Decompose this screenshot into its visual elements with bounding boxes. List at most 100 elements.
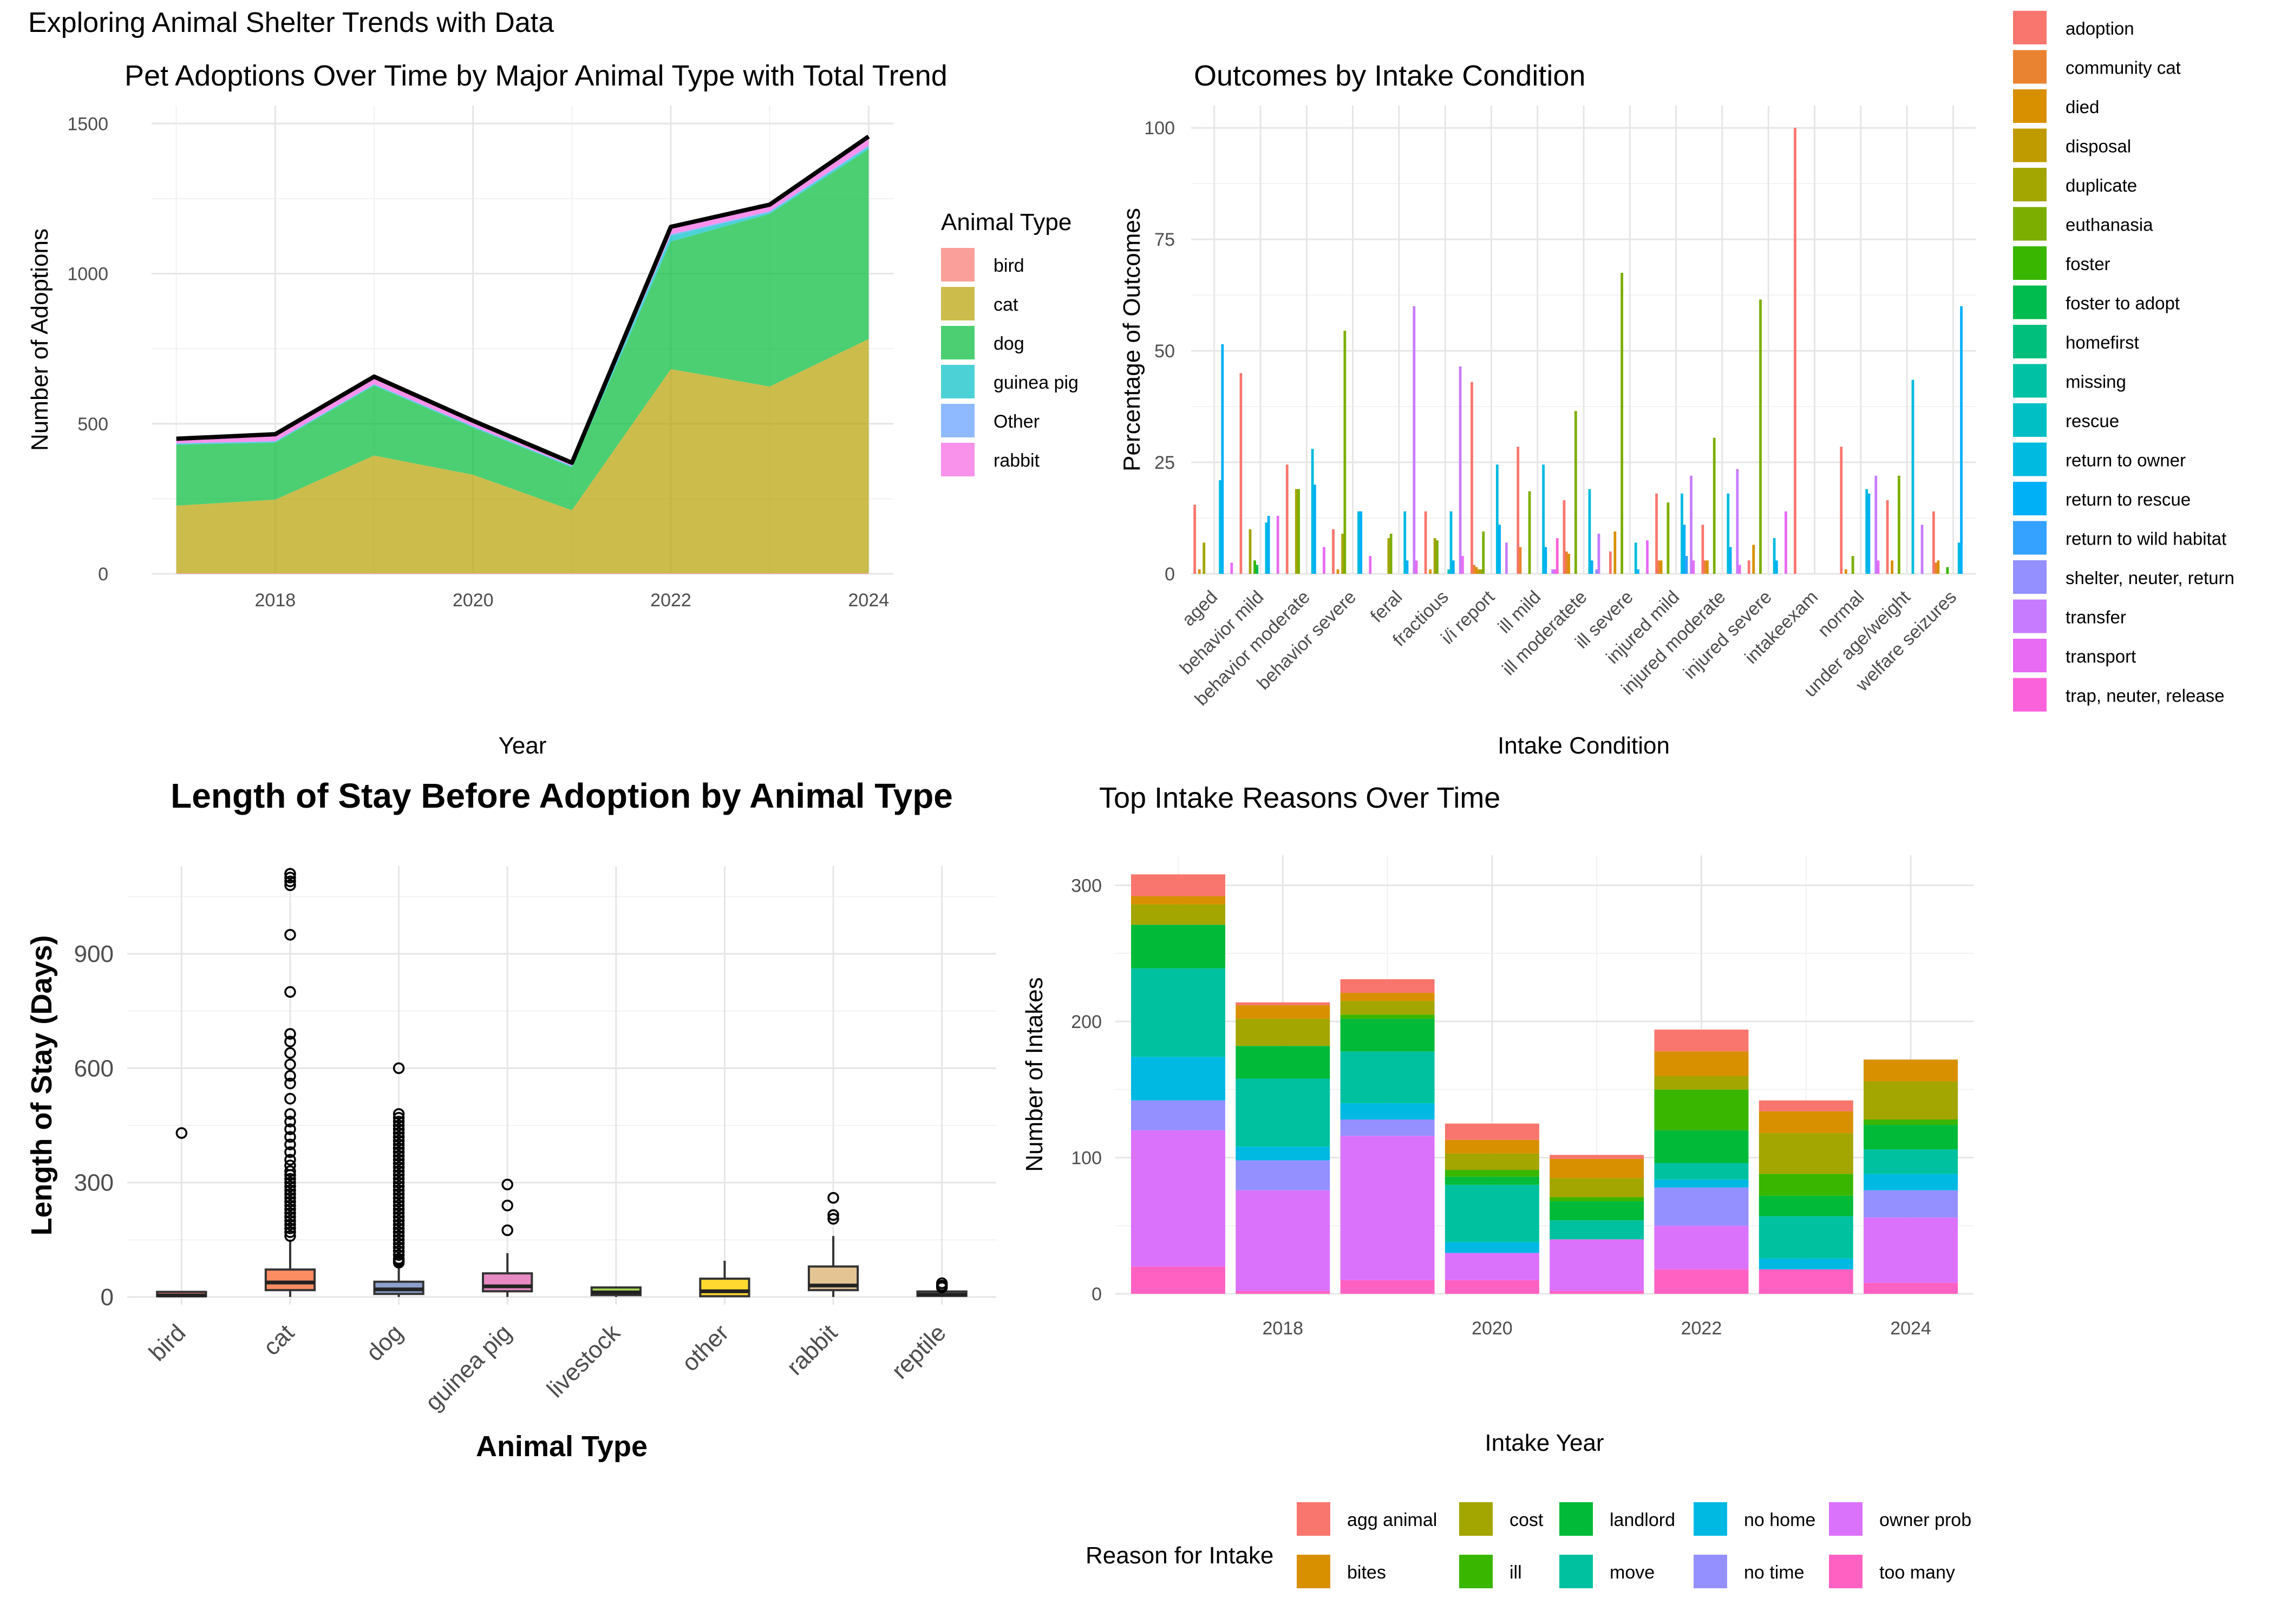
outlier-point xyxy=(284,1222,296,1234)
bar-segment-landlord xyxy=(1864,1125,1958,1150)
x-tick-label: 2018 xyxy=(255,590,296,611)
legend-label-community-cat: community cat xyxy=(2066,58,2181,78)
bar-euthanasia xyxy=(1297,489,1300,574)
legend-label-ill: ill xyxy=(1510,1562,1522,1583)
legend-key-bites xyxy=(1297,1555,1330,1588)
legend-label-transport: transport xyxy=(2066,646,2136,666)
outlier-point xyxy=(393,1207,405,1219)
bar-return-to-owner xyxy=(1265,522,1268,574)
bar-segment-no-time xyxy=(1340,1119,1435,1136)
bar-died xyxy=(1937,560,1940,574)
bar-segment-landlord xyxy=(1759,1195,1853,1216)
box-guinea-pig xyxy=(482,1272,533,1293)
bar-segment-too-many xyxy=(1236,1291,1330,1294)
outlier-point xyxy=(393,1154,405,1166)
y-tick-label: 75 xyxy=(1154,230,1175,250)
outlier-point xyxy=(284,1058,296,1071)
bar-segment-owner-prob xyxy=(1445,1253,1539,1280)
legend-label-bird: bird xyxy=(994,256,1024,276)
legend-label-rescue: rescue xyxy=(2066,411,2119,431)
bar-euthanasia xyxy=(1528,491,1531,574)
legend-label-other: Other xyxy=(994,411,1040,432)
bar-euthanasia xyxy=(1620,272,1623,574)
chart-title: Outcomes by Intake Condition xyxy=(1194,60,1585,92)
legend-key-rabbit xyxy=(941,443,975,476)
outlier-point xyxy=(393,1108,405,1120)
bar-segment-bites xyxy=(1864,1059,1958,1082)
outlier-point xyxy=(284,929,296,941)
x-tick-label: rabbit xyxy=(782,1319,842,1380)
bar-adoption xyxy=(1193,505,1197,574)
outlier-point xyxy=(284,1230,296,1242)
outlier-point xyxy=(284,1092,296,1105)
x-tick-label: aged xyxy=(1178,587,1221,630)
bar-segment-owner-prob xyxy=(1864,1217,1958,1283)
chart-title: Top Intake Reasons Over Time xyxy=(1099,782,1500,814)
legend-label-too-many: too many xyxy=(1879,1562,1955,1583)
total-trend-line xyxy=(176,134,870,465)
bar-adoption xyxy=(1886,500,1889,574)
bar-died xyxy=(1475,567,1478,574)
legend-key-return-to-owner xyxy=(2013,442,2047,476)
legend-label-cost: cost xyxy=(1510,1510,1544,1530)
bar-adoption xyxy=(1285,464,1289,574)
bar-died xyxy=(1706,560,1709,574)
bar-return-to-owner xyxy=(1542,464,1545,574)
legend-label-move: move xyxy=(1610,1562,1655,1583)
bar-transfer xyxy=(1459,366,1462,574)
bar-segment-no-home xyxy=(1236,1147,1330,1161)
bar-adoption xyxy=(1609,551,1612,574)
bar-segment-move xyxy=(1131,968,1225,1057)
y-tick-label: 300 xyxy=(1071,875,1102,896)
x-tick-label: 2020 xyxy=(1472,1318,1513,1339)
bar-duplicate xyxy=(1295,489,1298,574)
outlier-point xyxy=(393,1119,405,1131)
box-cat xyxy=(264,1268,316,1292)
bar-euthanasia xyxy=(1759,299,1762,574)
area-cat xyxy=(176,339,869,573)
bar-return-to-owner xyxy=(1357,511,1360,574)
outlier-point xyxy=(284,872,296,883)
legend-key-return-to-rescue xyxy=(2013,482,2047,515)
y-tick-label: 100 xyxy=(1144,118,1175,139)
bar-transport xyxy=(1553,569,1557,574)
outlier-point xyxy=(393,1200,405,1212)
y-axis-title: Length of Stay (Days) xyxy=(25,935,58,1235)
y-tick-label: 1000 xyxy=(67,264,108,285)
bar-return-to-owner xyxy=(1588,489,1591,574)
legend-label-duplicate: duplicate xyxy=(2066,175,2137,195)
legend-label-cat: cat xyxy=(994,294,1018,315)
legend-label-died: died xyxy=(2066,97,2099,117)
bar-return-to-rescue xyxy=(1775,560,1778,574)
legend-label-no-time: no time xyxy=(1744,1562,1805,1583)
bar-died xyxy=(1659,560,1663,574)
outlier-point xyxy=(393,1215,405,1227)
bar-euthanasia xyxy=(1389,533,1393,574)
legend-label-return-to-wild-habitat: return to wild habitat xyxy=(2066,529,2226,549)
outlier-point xyxy=(393,1127,405,1139)
bar-segment-move xyxy=(1759,1216,1853,1259)
outlier-point xyxy=(393,1157,405,1170)
x-tick-label: 2022 xyxy=(650,590,691,611)
outlier-point xyxy=(501,1224,513,1236)
x-tick-label: 2022 xyxy=(1681,1318,1722,1339)
bar-died xyxy=(1198,569,1201,574)
bar-return-to-rescue xyxy=(1960,306,1963,574)
bar-return-to-owner xyxy=(1219,480,1221,574)
x-axis-title: Year xyxy=(499,732,547,759)
outlier-point xyxy=(393,1241,405,1254)
legend-key-disposal xyxy=(2013,128,2047,162)
bar-transport xyxy=(1877,560,1880,574)
bar-duplicate xyxy=(1480,569,1482,574)
legend-label-agg-animal: agg animal xyxy=(1347,1510,1437,1530)
outlier-point xyxy=(393,1211,405,1223)
outlier-point xyxy=(393,1150,405,1162)
legend-key-move xyxy=(1559,1555,1593,1588)
bar-transfer xyxy=(1551,569,1554,574)
legend-key-dog xyxy=(941,326,975,359)
bar-adoption xyxy=(1332,529,1335,574)
bar-segment-bites xyxy=(1131,896,1225,905)
bar-segment-landlord xyxy=(1654,1130,1749,1163)
bar-segment-cost xyxy=(1550,1178,1644,1197)
